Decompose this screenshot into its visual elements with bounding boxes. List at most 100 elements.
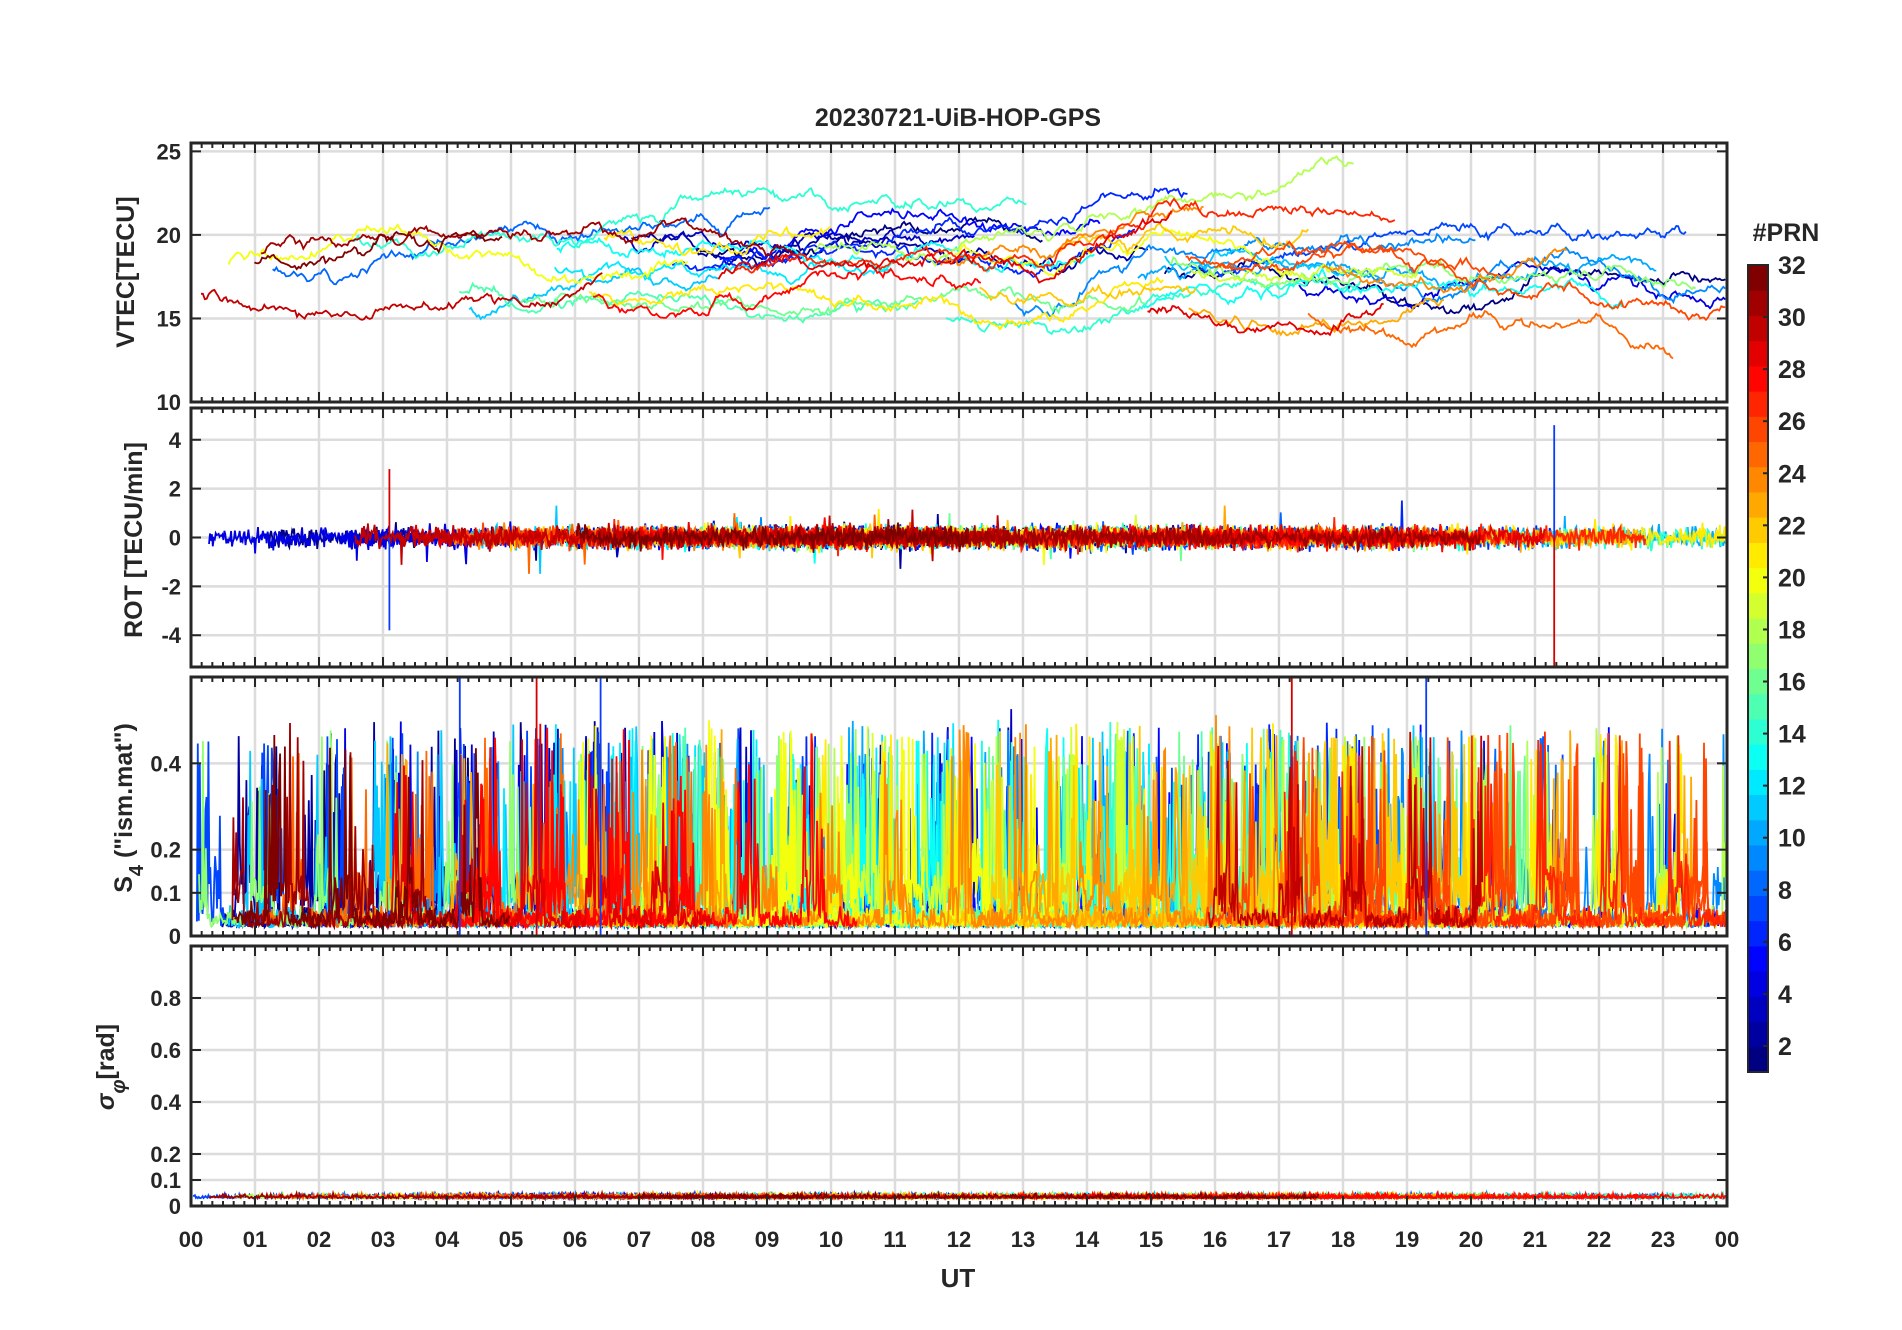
sigma-phi-panel: 00.10.2 0.4 0.6 0.8	[150, 944, 1729, 1219]
x-tick-label: 04	[435, 1227, 460, 1252]
x-tick-label: 02	[307, 1227, 331, 1252]
sigma-phi-ylabel: σφ[rad]	[92, 1024, 130, 1110]
vtec-series-prn-24	[939, 205, 1204, 266]
x-tick-labels: 00 01 02 03 04 05 06 07 08 09 10 11 12 13 14 15 16 17 18 19…	[179, 1227, 1739, 1252]
s4-ytick-label: 0.1	[150, 881, 181, 906]
vtec-series-prn-19	[1190, 263, 1419, 283]
x-tick-label: 17	[1267, 1227, 1291, 1252]
colorbar-title: #PRN	[1753, 219, 1820, 247]
x-tick-label: 22	[1587, 1227, 1611, 1252]
x-tick-label: 13	[1011, 1227, 1035, 1252]
colorbar-tick-label: 12	[1778, 773, 1806, 801]
x-axis-label: UT	[941, 1263, 976, 1293]
x-tick-label: 11	[883, 1227, 906, 1252]
vtec-series-prn-15	[458, 281, 919, 324]
sigma_phi-series-prn-31	[208, 1189, 809, 1201]
vtec-series-prn-27	[733, 197, 1396, 274]
colorbar-tick-label: 16	[1778, 669, 1806, 697]
s4-ylabel: S4 ("ism.mat")	[110, 723, 148, 893]
x-tick-label: 21	[1523, 1227, 1547, 1252]
vtec-series-prn-6	[671, 228, 1136, 278]
vtec-series-prn-14	[945, 276, 1362, 336]
sigma_phi-ytick-label: 0.8	[150, 986, 181, 1011]
vtec-series-prn-20	[227, 223, 689, 285]
colorbar-tick-label: 4	[1778, 981, 1792, 1009]
colorbar-tick-label: 8	[1778, 877, 1792, 905]
x-tick-label: 05	[499, 1227, 523, 1252]
s4-ytick-label: 0	[169, 924, 181, 949]
colorbar-tick-label: 26	[1778, 408, 1806, 436]
x-tick-label: 10	[819, 1227, 843, 1252]
vtec-series-prn-29	[1147, 303, 1384, 337]
x-tick-label: 20	[1459, 1227, 1483, 1252]
x-tick-label: 01	[243, 1227, 267, 1252]
vtec-series-prn-13	[1143, 266, 1623, 311]
s4-ytick-label: 0.4	[150, 751, 181, 776]
vtec-series-prn-28	[592, 264, 982, 319]
colorbar-tick-label: 2	[1778, 1033, 1792, 1061]
vtec-series-prn-32	[254, 229, 503, 271]
vtec-series-prn-21	[603, 225, 832, 257]
vtec-ytick-label: 20	[157, 223, 181, 248]
vtec-series-prn-31	[260, 217, 794, 258]
x-tick-label: 08	[691, 1227, 715, 1252]
colorbar-tick-label: 6	[1778, 929, 1792, 957]
x-tick-label: 23	[1651, 1227, 1675, 1252]
colorbar-tick-label: 20	[1778, 564, 1806, 592]
rot-series-prn-32	[575, 522, 969, 553]
vtec-series-prn-29	[717, 210, 1173, 284]
sigma_phi-ytick-label: 0.4	[150, 1090, 181, 1115]
x-tick-label: 09	[755, 1227, 779, 1252]
vtec-series-prn-26	[1185, 240, 1726, 322]
rot-ytick-label: -2	[161, 574, 181, 599]
rot-ytick-label: 4	[169, 428, 182, 453]
colorbar-tick-label: 32	[1778, 252, 1806, 280]
vtec-ytick-label: 15	[157, 306, 181, 331]
colorbar-tick-label: 24	[1778, 460, 1806, 488]
vtec-series-prn-30	[201, 272, 603, 321]
vtec-series-prn-24	[1322, 247, 1568, 294]
vtec-series-prn-10	[1137, 253, 1657, 291]
rot-ytick-label: 2	[169, 477, 181, 502]
vtec-series-prn-21	[588, 276, 1164, 331]
sigma_phi-ytick-label: 0.1	[150, 1168, 181, 1193]
vtec-series-prn-23	[1188, 297, 1445, 337]
colorbar-tick-label: 22	[1778, 512, 1806, 540]
s4-series-prn-29	[353, 723, 713, 931]
vtec-series-prn-16	[518, 285, 1146, 317]
sigma_phi-ytick-label: 0.2	[150, 1142, 181, 1167]
vtec-ylabel: VTEC[TECU]	[112, 196, 140, 347]
figure-title: 20230721-UiB-HOP-GPS	[815, 104, 1101, 132]
vtec-series-prn-22	[979, 283, 1198, 308]
x-tick-label: 06	[563, 1227, 587, 1252]
x-tick-label: 00	[179, 1227, 203, 1252]
sigma_phi-grid	[189, 946, 1729, 1208]
vtec-series-prn-1	[696, 216, 1043, 267]
x-tick-label: 03	[371, 1227, 395, 1252]
s4-series-prn-24	[562, 725, 1013, 930]
x-tick-label: 12	[947, 1227, 971, 1252]
rot-ytick-label: 0	[169, 526, 181, 551]
vtec-series-prn-9	[1013, 232, 1476, 319]
x-tick-label: 18	[1331, 1227, 1355, 1252]
vtec-series-prn-17	[1169, 255, 1697, 291]
colorbar-tick-label: 10	[1778, 825, 1806, 853]
vtec-ytick-label: 25	[157, 139, 181, 164]
sigma_phi-series-prn-32	[638, 1189, 1320, 1202]
s4-series-prn-27	[1283, 731, 1727, 931]
vtec-ytick-label: 10	[157, 390, 181, 415]
sigma_phi-ytick-label: 0.6	[150, 1038, 181, 1063]
vtec-grid	[189, 143, 1729, 404]
vtec-panel: 10 15 20 25	[157, 139, 1729, 415]
s4-panel: 0 0.1 0.2 0.4	[150, 675, 1729, 949]
colorbar-tick-label: 30	[1778, 304, 1806, 332]
colorbar-tick-label: 28	[1778, 356, 1806, 384]
colorbar-tick-label: 14	[1778, 721, 1806, 749]
vtec-series-prn-25	[1307, 309, 1674, 360]
x-tick-label: 00	[1715, 1227, 1739, 1252]
rot-ytick-label: -4	[161, 623, 181, 648]
x-tick-label: 14	[1075, 1227, 1100, 1252]
rot-ylabel: ROT [TECU/min]	[120, 442, 148, 638]
vtec-series-prn-22	[1058, 223, 1309, 254]
